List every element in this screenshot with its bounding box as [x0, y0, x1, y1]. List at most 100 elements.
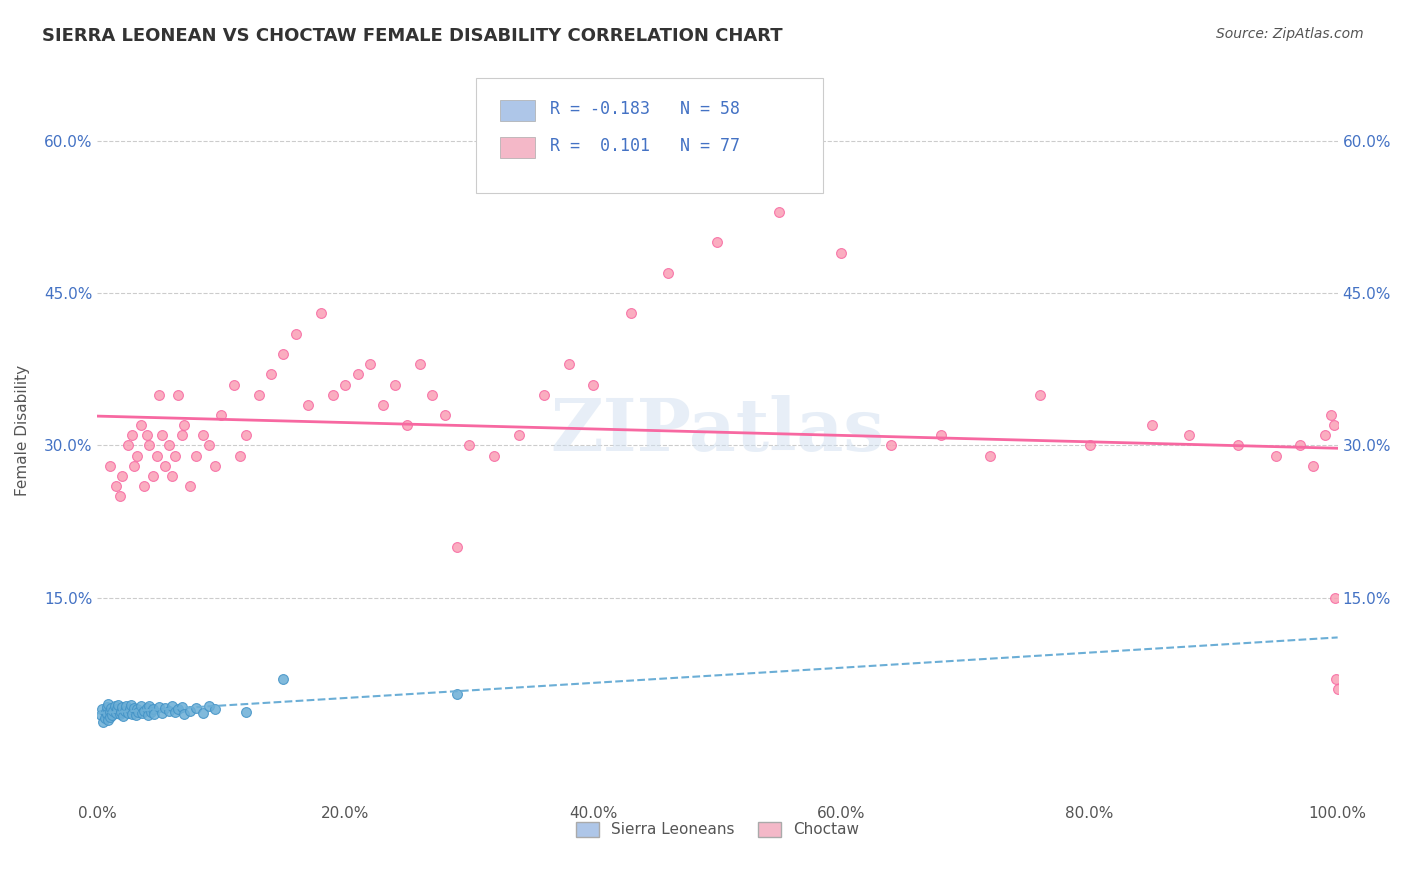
Point [150, 706, 173, 720]
Point [110, 705, 132, 719]
Text: R =  0.101   N = 77: R = 0.101 N = 77 [550, 137, 740, 155]
Point [229, 449, 252, 463]
Point [482, 449, 505, 463]
Point [117, 438, 139, 452]
Point [111, 469, 134, 483]
Point [125, 449, 148, 463]
Point [446, 540, 468, 554]
Point [108, 489, 131, 503]
Point [114, 699, 136, 714]
Text: R = -0.183   N = 58: R = -0.183 N = 58 [550, 100, 740, 119]
Point [433, 408, 456, 422]
Point [271, 347, 294, 361]
Point [97, 713, 120, 727]
Point [458, 438, 481, 452]
Point [157, 704, 180, 718]
Point [157, 438, 180, 452]
Point [359, 357, 381, 371]
Point [104, 699, 127, 714]
Point [138, 699, 160, 714]
Point [179, 704, 201, 718]
Point [1320, 408, 1343, 422]
Point [142, 469, 165, 483]
Point [90, 707, 112, 722]
Point [209, 408, 232, 422]
Point [706, 235, 728, 250]
Point [396, 418, 419, 433]
Point [446, 687, 468, 701]
Point [105, 702, 128, 716]
Point [1324, 672, 1347, 686]
Point [125, 702, 148, 716]
Point [124, 701, 146, 715]
Point [170, 428, 193, 442]
Point [135, 701, 157, 715]
Point [160, 469, 183, 483]
Point [160, 699, 183, 714]
Point [204, 702, 226, 716]
Point [222, 377, 245, 392]
Point [186, 449, 208, 463]
Point [186, 701, 208, 715]
Point [409, 357, 432, 371]
Point [107, 698, 129, 713]
Point [1302, 458, 1324, 473]
Point [346, 368, 368, 382]
Point [124, 458, 146, 473]
Point [167, 387, 190, 401]
Point [142, 702, 165, 716]
Point [165, 705, 187, 719]
Point [146, 449, 169, 463]
Point [1078, 438, 1101, 452]
Point [179, 479, 201, 493]
Point [309, 306, 332, 320]
Point [121, 706, 143, 721]
Point [104, 479, 127, 493]
Text: ZIPatlas: ZIPatlas [550, 395, 884, 466]
Point [101, 707, 124, 722]
Point [131, 706, 153, 720]
Point [94, 705, 117, 719]
Point [98, 458, 121, 473]
Point [198, 438, 221, 452]
Point [143, 706, 166, 721]
Point [125, 707, 148, 722]
Point [112, 708, 135, 723]
Point [155, 458, 177, 473]
Point [127, 705, 149, 719]
Point [173, 418, 195, 433]
Point [284, 326, 307, 341]
Legend: Sierra Leoneans, Choctaw: Sierra Leoneans, Choctaw [568, 814, 866, 845]
Point [165, 449, 187, 463]
Point [1323, 418, 1346, 433]
Point [93, 710, 115, 724]
Point [104, 706, 127, 720]
Point [114, 704, 136, 718]
Point [111, 700, 134, 714]
Point [91, 702, 114, 716]
Point [136, 707, 159, 722]
FancyBboxPatch shape [501, 137, 536, 158]
Point [508, 428, 530, 442]
Point [170, 700, 193, 714]
Point [620, 306, 643, 320]
Point [1324, 591, 1347, 605]
Point [1178, 428, 1201, 442]
Point [191, 706, 214, 720]
Point [117, 706, 139, 720]
Point [271, 672, 294, 686]
Point [582, 377, 605, 392]
Point [134, 479, 156, 493]
Point [120, 698, 142, 713]
Point [235, 705, 257, 719]
Point [135, 428, 157, 442]
Point [139, 705, 162, 719]
Point [260, 368, 283, 382]
Point [1315, 428, 1337, 442]
Point [148, 700, 170, 714]
Point [979, 449, 1001, 463]
Point [297, 398, 319, 412]
Text: Source: ZipAtlas.com: Source: ZipAtlas.com [1216, 27, 1364, 41]
Point [1326, 682, 1348, 697]
Point [96, 700, 118, 714]
